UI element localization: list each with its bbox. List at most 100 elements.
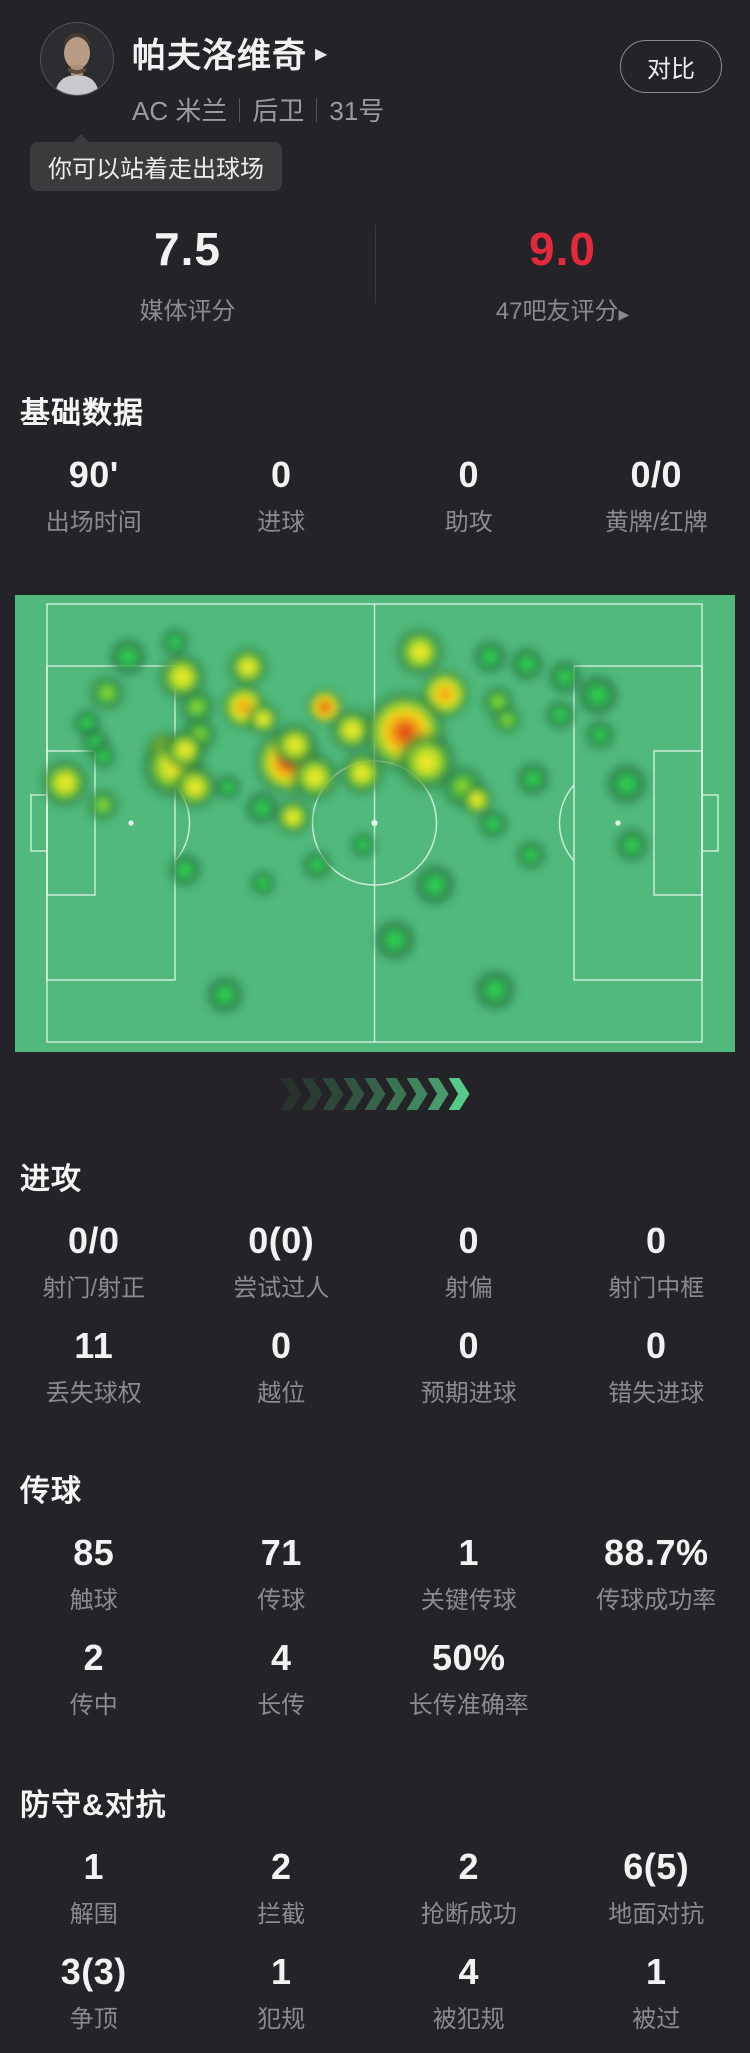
stat-value: 1 [458,1532,480,1573]
stat-cell: 90' 出场时间 [0,454,188,537]
stat-label: 射偏 [444,1275,493,1302]
stat-value: 1 [270,1951,292,1992]
chevron-icon [364,1078,386,1110]
stat-cell: 2 拦截 [188,1846,376,1929]
stat-cell: 4 长传 [188,1637,376,1720]
stat-row: 3(3) 争顶 1 犯规 4 被犯规 1 被过 [0,1951,750,2034]
stat-label: 被过 [632,2006,681,2033]
stat-label: 长传 [257,1692,306,1719]
stat-cell: 0 助攻 [375,454,563,537]
stat-cell: 0/0 黄牌/红牌 [563,454,750,537]
stat-cell: 2 抢断成功 [375,1846,563,1929]
player-avatar[interactable] [40,22,114,96]
stat-label: 长传准确率 [408,1692,529,1719]
stat-value: 0 [458,1325,480,1366]
stat-label: 射门/射正 [42,1275,146,1302]
stat-cell: 85 触球 [0,1532,188,1615]
stat-value: 2 [270,1846,292,1887]
stat-label: 尝试过人 [233,1275,330,1302]
stat-label: 越位 [257,1380,306,1407]
stat-cell: 2 传中 [0,1637,188,1720]
stat-cell: 0 射偏 [375,1220,563,1303]
chevron-icon [448,1078,470,1110]
section-basic: 基础数据 90' 出场时间 0 进球 0 助攻 0/0 黄牌/红牌 [0,388,750,537]
stat-value: 85 [73,1532,115,1573]
chevron-icon [427,1078,449,1110]
compare-button[interactable]: 对比 [620,40,722,93]
player-info: 帕夫洛维奇 ▶ AC 米兰 后卫 31号 [132,22,620,128]
stat-cell: 1 被过 [563,1951,750,2034]
team-name: AC 米兰 [132,96,228,126]
stat-value: 0 [458,1220,480,1261]
chevron-icon [385,1078,407,1110]
stat-value: 0 [458,454,480,495]
stat-label: 传球 [257,1587,306,1614]
divider [375,225,376,303]
stat-row: 90' 出场时间 0 进球 0 助攻 0/0 黄牌/红牌 [0,454,750,537]
chevron-icon [280,1078,302,1110]
stat-label: 地面对抗 [608,1901,705,1928]
player-position: 后卫 [252,96,305,126]
stat-cell: 88.7% 传球成功率 [563,1532,750,1615]
divider [239,97,241,122]
media-rating-label: 媒体评分 [139,298,236,325]
stat-cell: 0 射门中框 [563,1220,750,1303]
stat-label: 抢断成功 [420,1901,517,1928]
stat-cell: 1 犯规 [188,1951,376,2034]
player-name-row[interactable]: 帕夫洛维奇 ▶ [132,28,620,77]
stat-value: 6(5) [623,1846,690,1887]
stat-value: 2 [83,1637,105,1678]
stat-label: 进球 [257,509,306,536]
stat-label: 丢失球权 [45,1380,142,1407]
fans-rating[interactable]: 9.0 47吧友评分▶ [375,221,750,326]
stat-label: 错失进球 [608,1380,705,1407]
player-name: 帕夫洛维奇 [132,37,307,75]
ratings-panel: 7.5 媒体评分 9.0 47吧友评分▶ [0,207,750,332]
stat-value: 90' [68,454,119,495]
stat-value: 0 [270,1325,292,1366]
section-defense: 防守&对抗 1 解围 2 拦截 2 抢断成功 6(5) 地面对抗 3(3) 争顶 1 犯规 4 被犯规 1 被过 [0,1780,750,2034]
section-attack: 进攻 0/0 射门/射正 0(0) 尝试过人 0 射偏 0 射门中框 11 丢失球权 0 越位 0 预期进球… [0,1154,750,1408]
stat-cell: 4 被犯规 [375,1951,563,2034]
fans-rating-value: 9.0 [529,223,596,275]
stat-label: 黄牌/红牌 [604,509,708,536]
player-meta: AC 米兰 后卫 31号 [132,91,620,128]
stat-label: 关键传球 [420,1587,517,1614]
stat-value: 3(3) [60,1951,127,1992]
stat-value: 50% [431,1637,506,1678]
player-photo [41,23,113,95]
stat-label: 争顶 [69,2006,118,2033]
chevron-right-icon: ▶ [618,306,630,322]
stat-label: 预期进球 [420,1380,517,1407]
chevrons-indicator [0,1078,750,1110]
name-arrow-icon: ▶ [315,45,328,63]
stat-label: 出场时间 [45,509,142,536]
stat-cell: 71 传球 [188,1532,376,1615]
stat-value: 1 [83,1846,105,1887]
player-quote-bubble: 你可以站着走出球场 [30,134,282,191]
stat-cell: 11 丢失球权 [0,1325,188,1408]
stat-value: 0 [270,454,292,495]
stat-label: 拦截 [257,1901,306,1928]
stat-cell: 0 预期进球 [375,1325,563,1408]
header: 帕夫洛维奇 ▶ AC 米兰 后卫 31号 对比 [0,0,750,128]
stat-cell: 1 解围 [0,1846,188,1929]
stat-cell: 0 错失进球 [563,1325,750,1408]
stat-cell: 0(0) 尝试过人 [188,1220,376,1303]
stat-label: 助攻 [444,509,493,536]
stat-value: 0(0) [248,1220,315,1261]
stat-row: 1 解围 2 拦截 2 抢断成功 6(5) 地面对抗 [0,1846,750,1929]
stat-value: 2 [458,1846,480,1887]
fans-rating-label: 47吧友评分▶ [495,298,630,325]
section-title-attack: 进攻 [20,1163,82,1196]
stat-label: 射门中框 [608,1275,705,1302]
stat-cell: 0 越位 [188,1325,376,1408]
media-rating-value: 7.5 [154,223,221,275]
stat-cell: 1 关键传球 [375,1532,563,1615]
stat-cell: 6(5) 地面对抗 [563,1846,750,1929]
stat-label: 传球成功率 [596,1587,717,1614]
stat-label: 触球 [69,1587,118,1614]
stat-row: 85 触球 71 传球 1 关键传球 88.7% 传球成功率 [0,1532,750,1615]
position-heatmap [15,595,735,1052]
